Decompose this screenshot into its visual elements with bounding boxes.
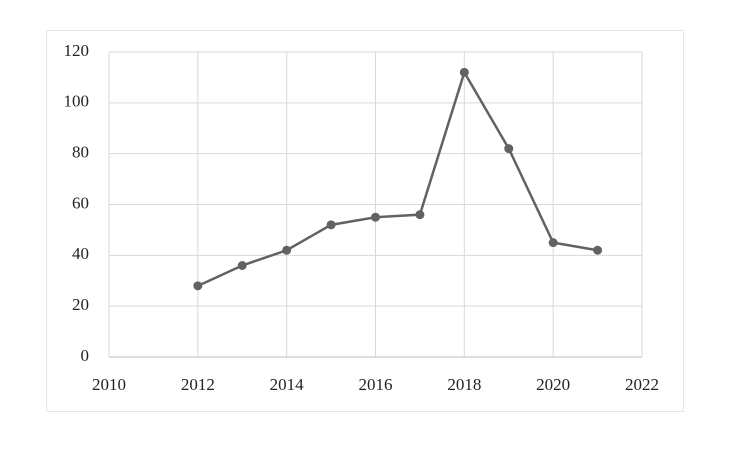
x-tick-label: 2012: [181, 375, 215, 394]
data-point: [415, 210, 425, 220]
x-tick-label: 2020: [536, 375, 570, 394]
y-tick-label: 80: [72, 143, 89, 162]
data-point: [593, 245, 603, 255]
data-point: [237, 261, 247, 270]
x-tick-label: 2014: [270, 375, 305, 394]
y-tick-label: 20: [72, 295, 89, 314]
data-point: [548, 238, 558, 248]
x-tick-label: 2018: [447, 375, 481, 394]
data-point: [459, 67, 469, 77]
y-tick-label: 60: [72, 193, 89, 212]
data-point: [193, 281, 203, 291]
y-tick-label: 120: [64, 41, 90, 60]
chart-frame: [46, 30, 684, 412]
data-point: [326, 220, 336, 230]
y-tick-label: 40: [72, 244, 89, 263]
x-tick-label: 2022: [625, 375, 659, 394]
x-tick-label: 2010: [92, 375, 126, 394]
y-tick-label: 0: [81, 346, 90, 365]
y-tick-label: 100: [64, 92, 90, 111]
data-line: [197, 69, 598, 287]
data-point: [504, 144, 514, 154]
data-point: [282, 245, 292, 255]
x-tick-label: 2016: [359, 375, 393, 394]
data-point: [371, 212, 380, 222]
